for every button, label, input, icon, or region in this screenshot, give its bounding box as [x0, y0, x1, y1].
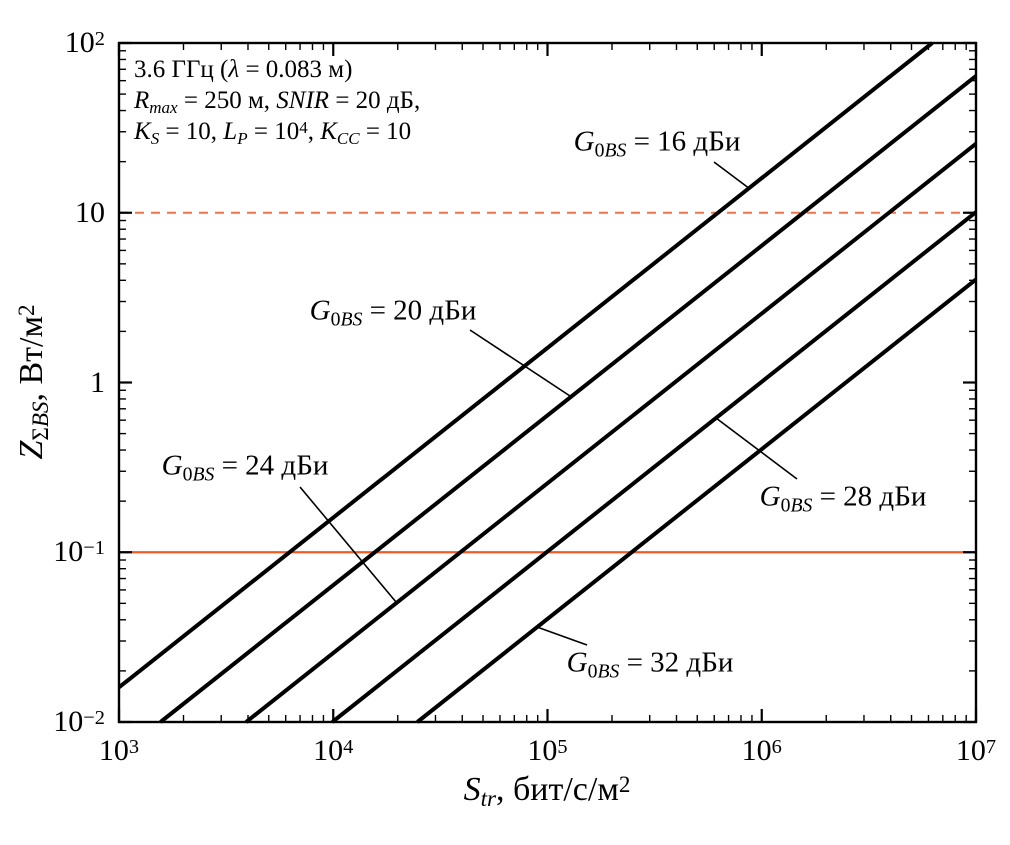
x-axis-title: Str, бит/с/м2	[463, 771, 631, 813]
y-tick-label: 10	[75, 195, 105, 229]
series-label: G0BS = 24 дБи	[161, 449, 329, 486]
series-label: G0BS = 16 дБи	[573, 125, 741, 162]
x-tick-label: 105	[527, 734, 568, 767]
plot-frame	[117, 41, 978, 724]
x-tick-label: 104	[313, 734, 354, 767]
y-tick-label: 102	[64, 26, 105, 59]
y-tick-label: 10−2	[53, 705, 105, 738]
series-lines	[117, 41, 978, 724]
series-label: G0BS = 32 дБи	[566, 646, 734, 683]
series-label: G0BS = 20 дБи	[309, 294, 477, 331]
x-tick-label: 107	[955, 734, 997, 767]
y-tick-label: 1	[90, 365, 105, 399]
y-axis-title: ZΣBS, Вт/м2	[13, 304, 55, 460]
parameters-annotation: 3.6 ГГц (λ = 0.083 м) Rmax = 250 м, SNIR …	[134, 56, 421, 148]
y-tick-label: 10−1	[53, 535, 105, 569]
leader-lines	[299, 161, 798, 646]
x-tick-label: 103	[98, 734, 140, 767]
x-tick-label: 106	[741, 734, 782, 767]
series-label: G0BS = 28 дБи	[759, 480, 927, 517]
